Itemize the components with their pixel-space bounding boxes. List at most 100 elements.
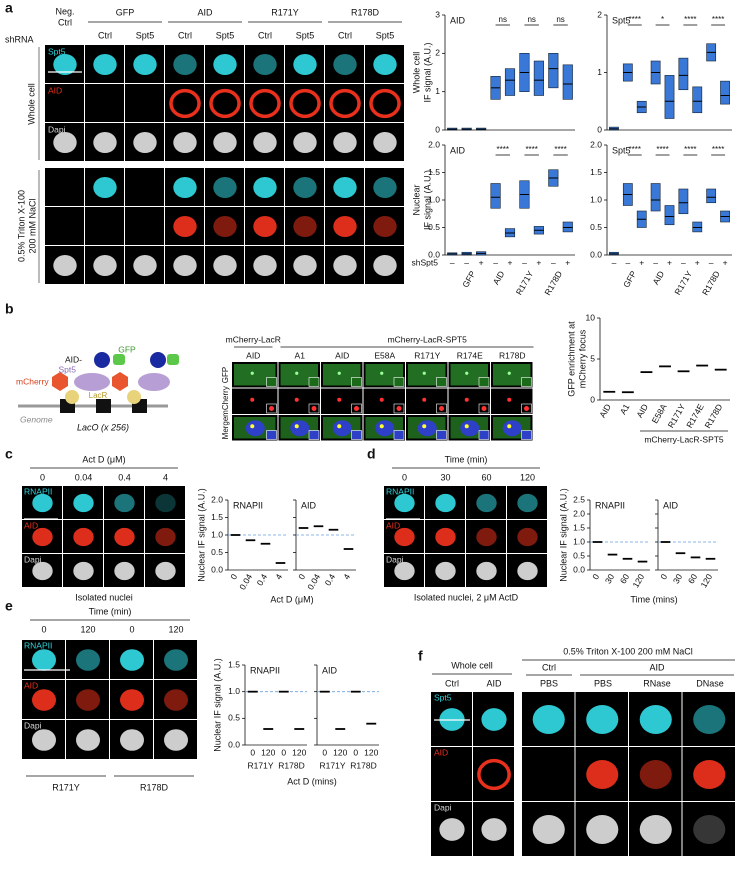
label: DNase <box>696 678 724 688</box>
ring <box>477 758 511 791</box>
focus <box>396 406 402 411</box>
nucleus <box>53 131 77 154</box>
y-tick-label: 1.0 <box>428 194 440 204</box>
mcherry <box>112 372 128 391</box>
significance: **** <box>554 145 566 154</box>
focus <box>464 397 469 402</box>
y-tick-label: 3 <box>435 9 440 19</box>
micrograph <box>85 84 124 122</box>
column-header: 4 <box>163 472 168 482</box>
nucleus <box>164 729 188 751</box>
box <box>692 221 703 233</box>
box <box>720 80 730 105</box>
nucleus <box>332 420 352 437</box>
focus <box>439 406 444 411</box>
nucleus <box>333 215 357 238</box>
column-header: Act D (μM) <box>82 454 125 464</box>
nucleus <box>32 689 56 711</box>
y-tick-label: 0.0 <box>228 739 240 749</box>
nucleus <box>93 131 117 154</box>
nucleus <box>333 254 357 277</box>
column-header: R178D <box>499 350 525 360</box>
y-axis-label: Nuclear <box>411 184 421 215</box>
y-tick-label: 2 <box>597 9 602 19</box>
focus <box>250 424 255 429</box>
panel-letter: f <box>418 648 423 664</box>
label: RNase <box>643 678 671 688</box>
column-header: 0 <box>41 624 46 634</box>
panel-letter: c <box>5 446 13 462</box>
focus <box>465 371 469 375</box>
inset <box>351 430 362 440</box>
subcolumn-header: Ctrl <box>98 30 112 40</box>
nucleus <box>93 53 117 76</box>
nucleus <box>373 53 397 76</box>
x-tick-label: – <box>612 257 617 267</box>
column-header: R174E <box>457 350 483 360</box>
nucleus <box>333 131 357 154</box>
label: LacR <box>89 391 108 400</box>
nucleus <box>373 215 397 238</box>
nucleus <box>394 561 415 581</box>
focus <box>481 406 487 411</box>
row-label: Merge <box>221 416 230 439</box>
x-tick-label: 0 <box>353 747 358 757</box>
x-axis-label: Act D (μM) <box>270 594 313 604</box>
nucleus <box>532 705 565 734</box>
y-tick-label: 0.5 <box>211 547 223 557</box>
column-header: 120 <box>80 624 95 634</box>
channel-label: Spt5 <box>434 692 452 702</box>
channel-label: AID <box>24 520 38 530</box>
column-header: AID <box>246 350 260 360</box>
nucleus <box>32 729 56 751</box>
nucleus <box>293 53 317 76</box>
nucleus <box>120 649 144 671</box>
label: AID- <box>65 354 82 364</box>
nucleus <box>373 254 397 277</box>
nucleus <box>693 815 726 844</box>
nucleus <box>476 561 497 581</box>
focus <box>295 371 299 375</box>
micrograph <box>145 486 185 519</box>
micrograph <box>522 747 575 801</box>
channel-label: RNAPII <box>24 640 52 650</box>
chart-title: Spt5 <box>612 145 631 155</box>
cell <box>280 364 318 386</box>
column-header: 120 <box>520 472 535 482</box>
focus <box>379 424 384 429</box>
x-axis-label: mCherry-LacR-SPT5 <box>644 434 724 444</box>
y-tick-label: 5 <box>590 353 595 363</box>
column-header: R171Y <box>271 7 299 17</box>
focus <box>250 397 255 402</box>
nucleus <box>639 760 672 789</box>
y-tick-label: 1 <box>435 86 440 96</box>
nucleus <box>245 420 265 437</box>
nucleus <box>53 53 77 76</box>
label: AID <box>486 678 502 688</box>
y-tick-label: 2 <box>435 48 440 58</box>
lacr <box>127 390 141 404</box>
nucleus <box>73 493 94 513</box>
gfp <box>167 354 179 365</box>
nucleus <box>517 493 538 513</box>
focus <box>379 397 384 402</box>
micrograph <box>431 747 472 801</box>
x-tick-label: 60 <box>618 572 632 585</box>
nucleus <box>253 176 277 199</box>
subcolumn-header: Spt5 <box>216 30 235 40</box>
x-tick-label: 0 <box>281 747 286 757</box>
column-header: Time (min) <box>445 454 488 464</box>
y-tick-label: 1.5 <box>590 167 602 177</box>
x-tick-label: – <box>653 257 658 267</box>
inset <box>393 377 405 387</box>
inset <box>308 377 320 387</box>
x-axis-label: Act D (mins) <box>287 776 337 786</box>
channel-label: AID <box>24 680 38 690</box>
channel-label: Dapi <box>386 554 404 564</box>
nucleus <box>293 131 317 154</box>
nucleus <box>481 708 507 731</box>
row-label: mCherry <box>221 386 230 417</box>
nucleus <box>293 176 317 199</box>
focus <box>422 371 426 375</box>
y-tick-label: 1 <box>597 67 602 77</box>
